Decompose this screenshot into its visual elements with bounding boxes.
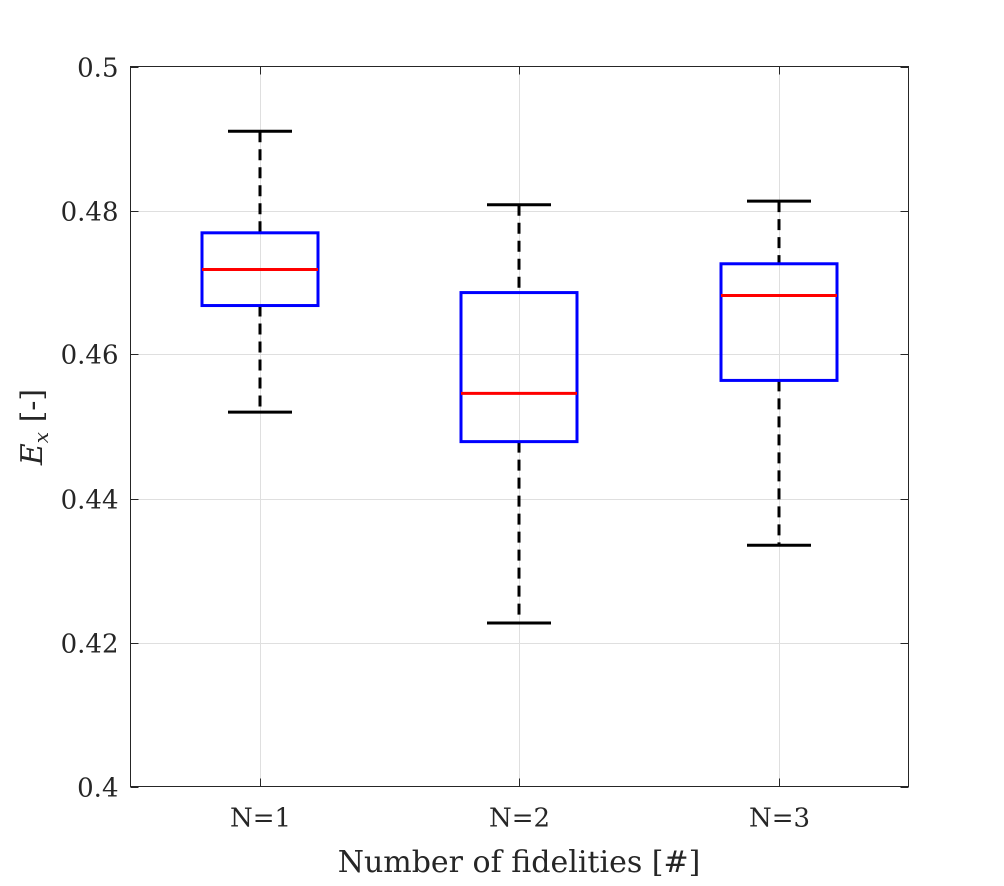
y-axis-symbol: E [15, 443, 50, 466]
label-layer: 0.4 0.42 0.44 0.46 0.48 0.5 N=1 N=2 N=3 [61, 54, 810, 834]
x-tick-label: N=1 [230, 804, 291, 834]
y-axis-subscript: x [29, 432, 53, 443]
y-tick-label: 0.48 [61, 198, 119, 228]
y-tick-label: 0.46 [61, 341, 119, 371]
y-axis-title: Ex [-] [15, 389, 53, 466]
y-axis-unit: [-] [15, 389, 50, 423]
iqr-box [459, 291, 579, 444]
y-tick-label: 0.44 [61, 486, 119, 516]
x-axis-title: Number of fidelities [#] [338, 845, 701, 880]
x-tick-label: N=3 [749, 804, 810, 834]
box-layer [200, 129, 839, 625]
tick-layer [130, 66, 909, 788]
y-tick-label: 0.42 [61, 630, 119, 660]
y-axis-gap [15, 422, 50, 432]
iqr-box [719, 262, 839, 382]
x-tick-label: N=2 [489, 804, 550, 834]
y-tick-label: 0.4 [77, 774, 118, 804]
y-tick-label: 0.5 [77, 54, 118, 84]
